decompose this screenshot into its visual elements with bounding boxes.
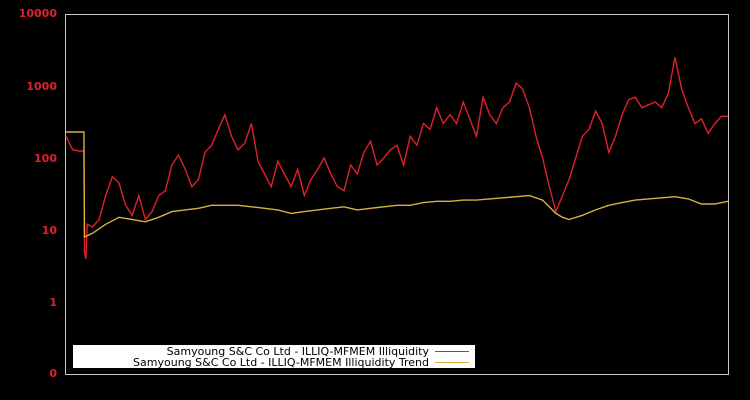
plot-frame [65,14,729,375]
legend-label-illiquidity: Samyoung S&C Co Ltd - ILLIQ-MFMEM Illiqu… [166,345,429,358]
illiquidity-trend-line [66,131,729,239]
y-tick-label: 1 [49,296,57,309]
y-tick-label: 10000 [18,7,57,20]
illiquidity-line [65,57,728,259]
y-tick-label: 1000 [26,80,57,93]
y-tick-label: 10 [41,224,57,237]
y-tick-label: 100 [34,152,57,165]
legend-swatch-illiquidity [435,351,469,352]
chart-legend: Samyoung S&C Co Ltd - ILLIQ-MFMEM Illiqu… [73,345,475,368]
legend-swatch-trend [435,362,469,363]
y-tick-label: 0 [49,367,57,380]
legend-label-trend: Samyoung S&C Co Ltd - ILLIQ-MFMEM Illiqu… [133,356,429,369]
